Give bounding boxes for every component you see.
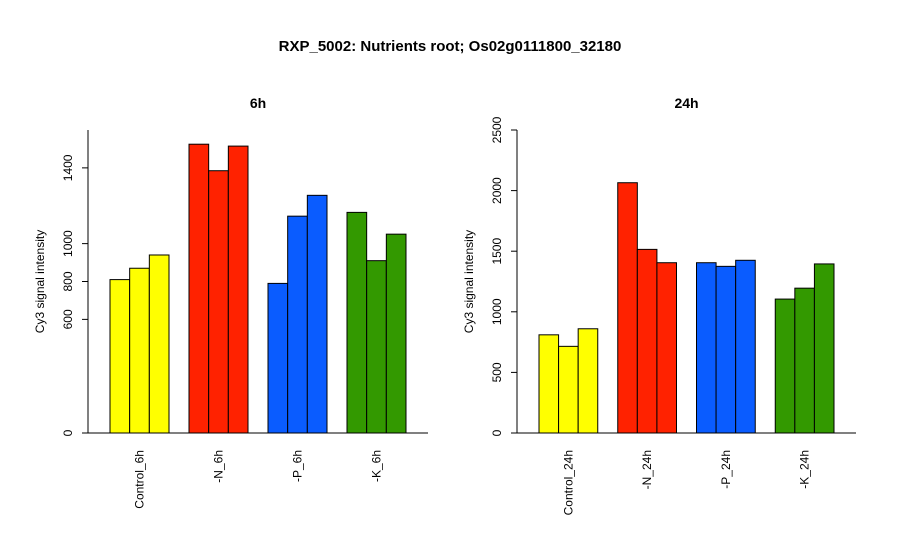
bar [346,211,368,434]
bar [129,267,150,434]
bar [617,182,638,434]
bar [696,262,717,434]
bar [813,263,835,434]
x-tick-label: -N_6h [212,450,226,483]
x-tick-label: -P_24h [719,450,733,489]
y-tick-label: 500 [490,362,504,382]
bar [267,282,289,434]
x-tick-label: -N_24h [640,450,654,489]
bar [366,260,387,434]
bar [636,248,658,434]
bar [774,298,796,434]
bar [148,254,170,434]
bar [794,287,815,434]
chart-panel-1: 6h 0 600 800 1000 1400 Cy3 signal intensity Con… [33,95,428,509]
panel-title: 6h [250,95,266,111]
bar [385,233,407,434]
bar [577,328,599,434]
bar [656,262,678,434]
bar [227,145,249,434]
bar [287,215,308,434]
bar [735,259,756,434]
y-axis-label: Cy3 signal intensity [462,230,476,333]
x-tick-label: -K_6h [370,450,384,482]
x-tick-label: Control_24h [561,450,575,515]
bar [306,194,328,434]
y-tick-label: 0 [61,429,75,436]
y-tick-label: 600 [61,309,75,329]
y-tick-label: 0 [490,429,504,436]
bar [188,143,210,434]
bar [109,279,131,434]
main-title: RXP_5002: Nutrients root; Os02g0111800_3… [278,38,622,55]
y-tick-label: 2000 [490,177,504,204]
chart-panel-2: 24h 0 500 1000 1500 2000 2500 Cy3 signal intens… [462,95,856,515]
bar [208,170,229,434]
bar [715,265,737,434]
bar [558,345,579,434]
x-tick-label: -K_24h [798,450,812,489]
y-axis-label: Cy3 signal intensity [33,230,47,333]
x-tick-label: -P_6h [291,450,305,482]
x-tick-label: Control_6h [133,450,147,509]
panel-title: 24h [674,95,698,111]
bar [538,334,560,434]
y-tick-label: 2500 [490,116,504,143]
y-tick-label: 1400 [61,154,75,181]
y-tick-label: 800 [61,271,75,291]
y-tick-label: 1000 [490,298,504,325]
y-tick-label: 1500 [490,238,504,265]
y-tick-label: 1000 [61,230,75,257]
